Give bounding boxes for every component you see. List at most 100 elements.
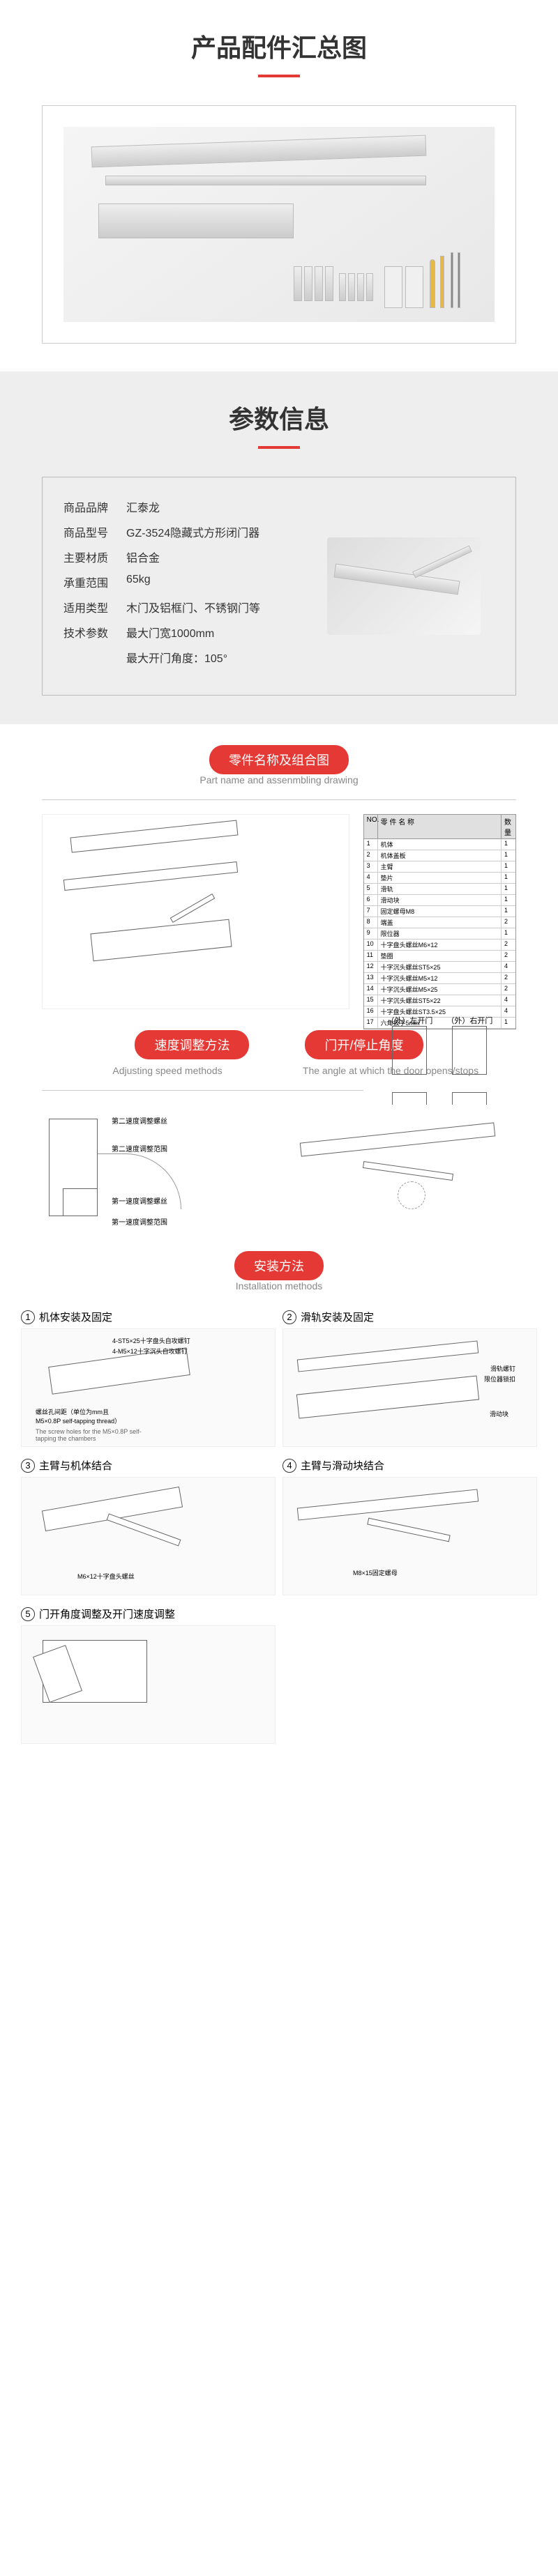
spec-label: 商品品牌: [63, 498, 126, 515]
cell-no: 13: [364, 973, 378, 983]
cell-no: 9: [364, 928, 378, 939]
step-number: 4: [282, 1459, 296, 1473]
th-no: NO.: [364, 815, 378, 838]
cell-no: 14: [364, 984, 378, 995]
cell-qty: 4: [502, 962, 515, 972]
door-item: （外）右开门: [446, 1015, 492, 1078]
accessories-section: 产品配件汇总图: [0, 0, 558, 344]
parts-row: 2机体盖板1: [364, 850, 515, 861]
step-title: 机体安装及固定: [39, 1310, 112, 1324]
cell-qty: 1: [502, 884, 515, 894]
install-diagram: M6×12十字盘头螺丝: [21, 1477, 276, 1595]
door-label: （外）左开门: [386, 1015, 432, 1026]
pill-wrap: 安装方法: [0, 1251, 558, 1280]
spec-image: [313, 498, 495, 674]
th-name: 零 件 名 称: [378, 815, 502, 838]
spec-row: 商品型号GZ-3524隐藏式方形闭门器: [63, 523, 313, 540]
cell-no: 12: [364, 962, 378, 972]
install-grid: 1机体安装及固定4-ST5×25十字盘头自攻螺钉4-M5×12十字沉头自攻螺钉螺…: [21, 1305, 537, 1744]
cell-no: 1: [364, 839, 378, 850]
install-diagram: [21, 1625, 276, 1744]
cell-no: 2: [364, 850, 378, 861]
product-image-box: [42, 105, 516, 344]
section-title: 产品配件汇总图: [0, 28, 558, 64]
cell-name: 主臂: [378, 861, 502, 872]
parts-row: 12十字沉头螺丝ST5×254: [364, 962, 515, 973]
cell-name: 十字盘头螺丝M6×12: [378, 940, 502, 950]
note: M8×15固定螺母: [353, 1568, 398, 1577]
spec-value: 木门及铝框门、不锈钢门等: [126, 599, 313, 615]
cell-name: 机体盖板: [378, 850, 502, 861]
note: 限位器锁扣: [484, 1374, 515, 1383]
door-shape: [392, 1026, 427, 1075]
subtitle-en: Part name and assenmbling drawing: [0, 774, 558, 785]
pill-install: 安装方法: [234, 1251, 324, 1280]
th-qty: 数量: [502, 815, 515, 838]
step-number: 5: [21, 1607, 35, 1621]
cell-name: 限位器: [378, 928, 502, 939]
parts-row: 5滑轨1: [364, 884, 515, 895]
cell-qty: 2: [502, 951, 515, 961]
step-title: 主臂与机体结合: [39, 1458, 112, 1473]
cell-qty: 2: [502, 940, 515, 950]
cell-name: 端盖: [378, 917, 502, 928]
cell-no: 11: [364, 951, 378, 961]
cell-no: 8: [364, 917, 378, 928]
spec-value: GZ-3524隐藏式方形闭门器: [126, 523, 313, 540]
install-header: 3 主臂与机体结合: [21, 1454, 276, 1477]
install-item: 1机体安装及固定4-ST5×25十字盘头自攻螺钉4-M5×12十字沉头自攻螺钉螺…: [21, 1305, 276, 1447]
install-header: 2 滑轨安装及固定: [282, 1305, 537, 1328]
install-section: 安装方法 Installation methods 1机体安装及固定4-ST5×…: [0, 1251, 558, 1744]
cell-qty: 1: [502, 861, 515, 872]
cell-no: 6: [364, 895, 378, 905]
cell-no: 10: [364, 940, 378, 950]
spec-row: 最大开门角度：105°: [63, 649, 313, 666]
cell-qty: 1: [502, 928, 515, 939]
note: M6×12十字盘头螺丝: [77, 1572, 135, 1581]
parts-diagram: NO. 零 件 名 称 数量 1机体12机体盖板13主臂14垫片15滑轨16滑动…: [42, 814, 516, 1009]
parts-row: 13十字沉头螺丝M5×122: [364, 973, 515, 984]
parts-diagram-area: NO. 零 件 名 称 数量 1机体12机体盖板13主臂14垫片15滑轨16滑动…: [42, 799, 516, 1009]
install-item: 2 滑轨安装及固定滑轨螺钉限位器锁扣滑动块: [282, 1305, 537, 1447]
parts-table-column: NO. 零 件 名 称 数量 1机体12机体盖板13主臂14垫片15滑轨16滑动…: [363, 814, 516, 1009]
cell-name: 固定螺母M8: [378, 906, 502, 917]
note: 4-M5×12十字沉头自攻螺钉: [112, 1347, 188, 1356]
cell-name: 十字沉头螺丝ST5×22: [378, 995, 502, 1006]
cell-name: 滑轨: [378, 884, 502, 894]
parts-table: NO. 零 件 名 称 数量 1机体12机体盖板13主臂14垫片15滑轨16滑动…: [363, 814, 516, 1029]
specs-section: 参数信息 商品品牌汇泰龙商品型号GZ-3524隐藏式方形闭门器主要材质铝合金承重…: [0, 371, 558, 724]
install-grid-wrap: 1机体安装及固定4-ST5×25十字盘头自攻螺钉4-M5×12十字沉头自攻螺钉螺…: [21, 1305, 537, 1744]
spec-label: 商品型号: [63, 523, 126, 540]
section-title: 参数信息: [0, 399, 558, 436]
spec-label: 适用类型: [63, 599, 126, 615]
cell-name: 十字沉头螺丝M5×25: [378, 984, 502, 995]
parts-row: 14十字沉头螺丝M5×252: [364, 984, 515, 995]
door-label: （外）右开门: [446, 1015, 492, 1026]
note-a: 第二速度调整螺丝: [112, 1115, 167, 1126]
install-diagram: 滑轨螺钉限位器锁扣滑动块: [282, 1328, 537, 1447]
install-header: 5门开角度调整及开门速度调整: [21, 1602, 276, 1625]
parts-row: 9限位器1: [364, 928, 515, 940]
cell-qty: 2: [502, 917, 515, 928]
spec-value: 铝合金: [126, 549, 313, 565]
parts-row: 11垫圈2: [364, 951, 515, 962]
step-number: 2: [282, 1310, 296, 1324]
cell-no: 4: [364, 873, 378, 883]
cell-qty: 1: [502, 895, 515, 905]
cell-name: 滑动块: [378, 895, 502, 905]
spec-list: 商品品牌汇泰龙商品型号GZ-3524隐藏式方形闭门器主要材质铝合金承重范围65k…: [63, 498, 313, 674]
step-number: 1: [21, 1310, 35, 1324]
spec-box: 商品品牌汇泰龙商品型号GZ-3524隐藏式方形闭门器主要材质铝合金承重范围65k…: [42, 477, 516, 696]
note-d: 第一速度调整范围: [112, 1216, 167, 1227]
step-number: 3: [21, 1459, 35, 1473]
step-title: 滑轨安装及固定: [301, 1310, 374, 1324]
sub-left: Adjusting speed methods: [70, 1065, 265, 1076]
cell-qty: 1: [502, 839, 515, 850]
install-header: 4主臂与滑动块结合: [282, 1454, 537, 1477]
closer-render: [327, 537, 481, 635]
cell-qty: 1: [502, 850, 515, 861]
spec-row: 技术参数最大门宽1000mm: [63, 624, 313, 641]
section-header: 产品配件汇总图: [0, 0, 558, 91]
parts-row: 1机体1: [364, 839, 515, 850]
subtitle-en: Installation methods: [0, 1280, 558, 1291]
